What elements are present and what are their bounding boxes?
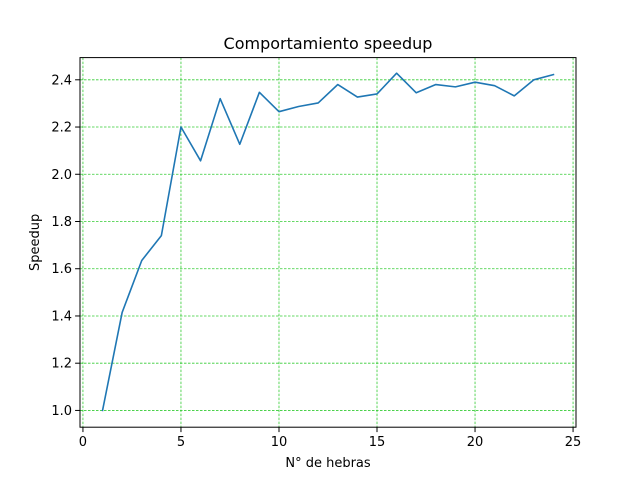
y-tick-label: 2.4 [51, 73, 72, 88]
y-tick-label: 2.2 [51, 121, 72, 136]
y-axis-label: Speedup [28, 214, 43, 271]
x-axis-label: N° de hebras [285, 456, 371, 471]
series-line [101, 72, 555, 412]
series-layer [101, 72, 555, 412]
plot-frame [79, 57, 577, 428]
x-tick-label: 15 [369, 435, 386, 450]
y-tick-label: 1.6 [51, 262, 72, 277]
x-tick-label: 5 [177, 435, 185, 450]
chart-title: Comportamiento speedup [224, 34, 433, 53]
x-tick-label: 20 [467, 435, 484, 450]
y-axis-ticks: 1.0 1.2 1.4 1.6 1.8 2.0 2.2 2.4 [51, 73, 80, 419]
x-tick-label: 10 [271, 435, 288, 450]
y-tick-label: 1.0 [51, 404, 72, 419]
grid-lines [80, 57, 576, 428]
x-tick-label: 0 [79, 435, 87, 450]
y-tick-label: 1.8 [51, 215, 72, 230]
y-tick-label: 1.4 [51, 309, 72, 324]
x-axis-ticks: 0 5 10 15 20 25 [79, 427, 582, 450]
y-tick-label: 2.0 [51, 168, 72, 183]
y-tick-label: 1.2 [51, 357, 72, 372]
x-tick-label: 25 [565, 435, 582, 450]
